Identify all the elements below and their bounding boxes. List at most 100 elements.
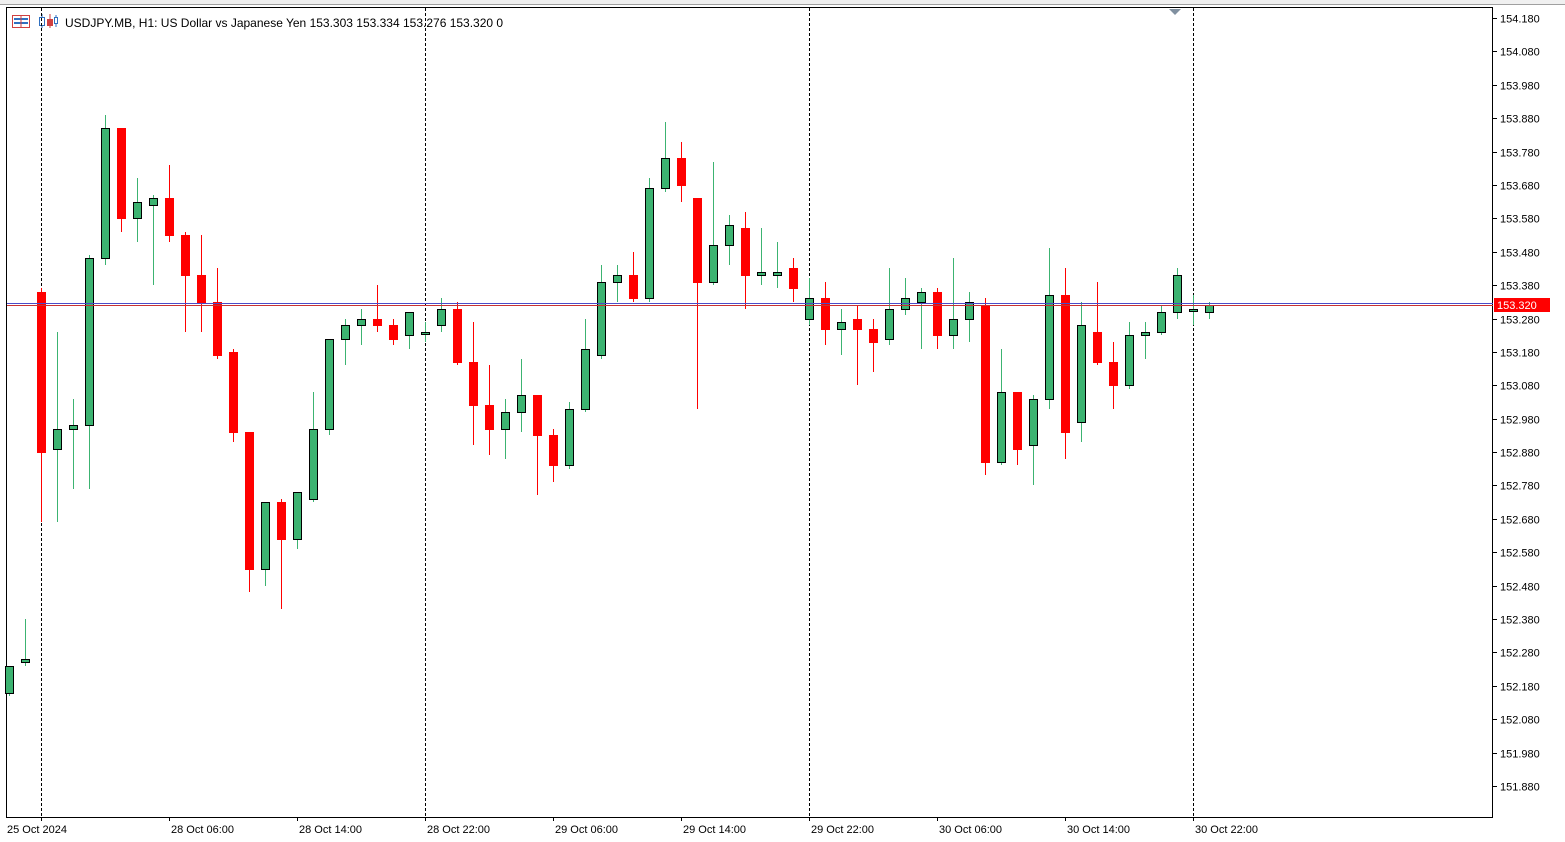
bar-chart-menu-icon[interactable] [12, 15, 30, 28]
window-top-strip [0, 0, 1565, 4]
bear-candle [1061, 268, 1070, 459]
current-price-tag [1494, 298, 1550, 312]
bear-candle [165, 165, 174, 242]
current-price-label: 153.320 [1497, 300, 1537, 312]
candle-body [981, 305, 990, 463]
bull-candle [661, 122, 670, 192]
candle-body [757, 272, 766, 276]
candle-body [885, 309, 894, 340]
bear-candle [933, 288, 942, 349]
candle-body [1077, 325, 1086, 423]
bull-candle [1045, 248, 1054, 409]
candle-body [357, 319, 366, 326]
bear-candle [629, 252, 638, 302]
price-axis-label: 153.080 [1500, 381, 1540, 393]
bull-candle [69, 399, 78, 489]
bear-candle [789, 258, 798, 302]
candle-body [869, 329, 878, 343]
bull-candle [101, 115, 110, 265]
candle-body [725, 225, 734, 246]
price-axis-label: 151.980 [1500, 749, 1540, 761]
time-axis-label: 30 Oct 14:00 [1067, 824, 1130, 836]
candle-body [117, 128, 126, 219]
plot-area[interactable] [6, 7, 1493, 818]
bear-candle [245, 432, 254, 592]
candle-body [1173, 275, 1182, 313]
time-axis-label: 29 Oct 06:00 [555, 824, 618, 836]
bear-candle [197, 235, 206, 332]
bear-candle [469, 322, 478, 445]
price-axis-label: 152.880 [1500, 448, 1540, 460]
bull-candle [805, 278, 814, 325]
bear-candle [821, 282, 830, 345]
candle-body [549, 435, 558, 466]
bear-candle [485, 365, 494, 455]
candle-body [37, 292, 46, 453]
bull-candle [1125, 322, 1134, 389]
candle-body [85, 258, 94, 426]
candle-body [1013, 392, 1022, 450]
bull-candle [917, 288, 926, 349]
bull-candle [773, 242, 782, 288]
candles-group [5, 115, 1214, 696]
bull-candle [5, 666, 14, 696]
time-axis[interactable]: 25 Oct 2024 28 Oct 06:00 28 Oct 14:00 28 Oc… [7, 817, 1258, 836]
bear-candle [1093, 282, 1102, 365]
bear-candle [549, 429, 558, 482]
bull-candle [341, 319, 350, 365]
candle-body [789, 268, 798, 289]
bear-candle [677, 142, 686, 202]
candle-body [741, 228, 750, 276]
candle-body [709, 245, 718, 283]
candle-body [597, 282, 606, 356]
candle-body [693, 198, 702, 283]
bull-candle [965, 292, 974, 342]
chart-header-title: USDJPY.MB, H1: US Dollar vs Japanese Yen… [65, 16, 503, 30]
bear-candle [37, 288, 46, 522]
candle-body [1029, 399, 1038, 446]
bull-candle [1173, 268, 1182, 319]
chart-shift-marker-icon[interactable] [1169, 9, 1181, 15]
bull-candle [261, 502, 270, 586]
bull-candle [405, 312, 414, 349]
candle-body [613, 275, 622, 283]
price-axis-label: 153.480 [1500, 248, 1540, 260]
candle-body [245, 432, 254, 570]
bull-candle [613, 265, 622, 302]
candle-body [421, 332, 430, 335]
time-axis-label: 30 Oct 06:00 [939, 824, 1002, 836]
bear-candle [1013, 392, 1022, 465]
candle-body [485, 405, 494, 430]
price-axis[interactable]: 154.180 154.080 153.980 153.880 153.780 153.6… [1493, 14, 1540, 794]
price-axis-label: 151.880 [1500, 782, 1540, 794]
bear-candle [533, 395, 542, 495]
candle-body [1141, 332, 1150, 336]
bull-candle [1189, 295, 1198, 325]
candle-body [405, 312, 414, 336]
candle-body [837, 322, 846, 330]
bear-candle [277, 499, 286, 609]
bull-candle [1141, 322, 1150, 359]
bull-candle [645, 178, 654, 302]
bull-candle [53, 332, 62, 522]
candle-body [197, 275, 206, 303]
bull-candle [581, 319, 590, 412]
candle-body [933, 292, 942, 336]
candle-body [341, 325, 350, 340]
time-axis-label: 25 Oct 2024 [7, 824, 67, 836]
bull-candle [885, 268, 894, 345]
candle-body [5, 666, 14, 694]
bear-candle [389, 319, 398, 345]
bear-candle [453, 302, 462, 365]
bull-candle [1077, 302, 1086, 442]
bull-candle [133, 178, 142, 242]
bear-candle [181, 232, 190, 332]
bear-candle [869, 319, 878, 372]
price-axis-label: 153.680 [1500, 181, 1540, 193]
candle-body [821, 298, 830, 330]
candle-body [1205, 305, 1214, 313]
bull-candle [1029, 395, 1038, 485]
candle-body [581, 349, 590, 410]
